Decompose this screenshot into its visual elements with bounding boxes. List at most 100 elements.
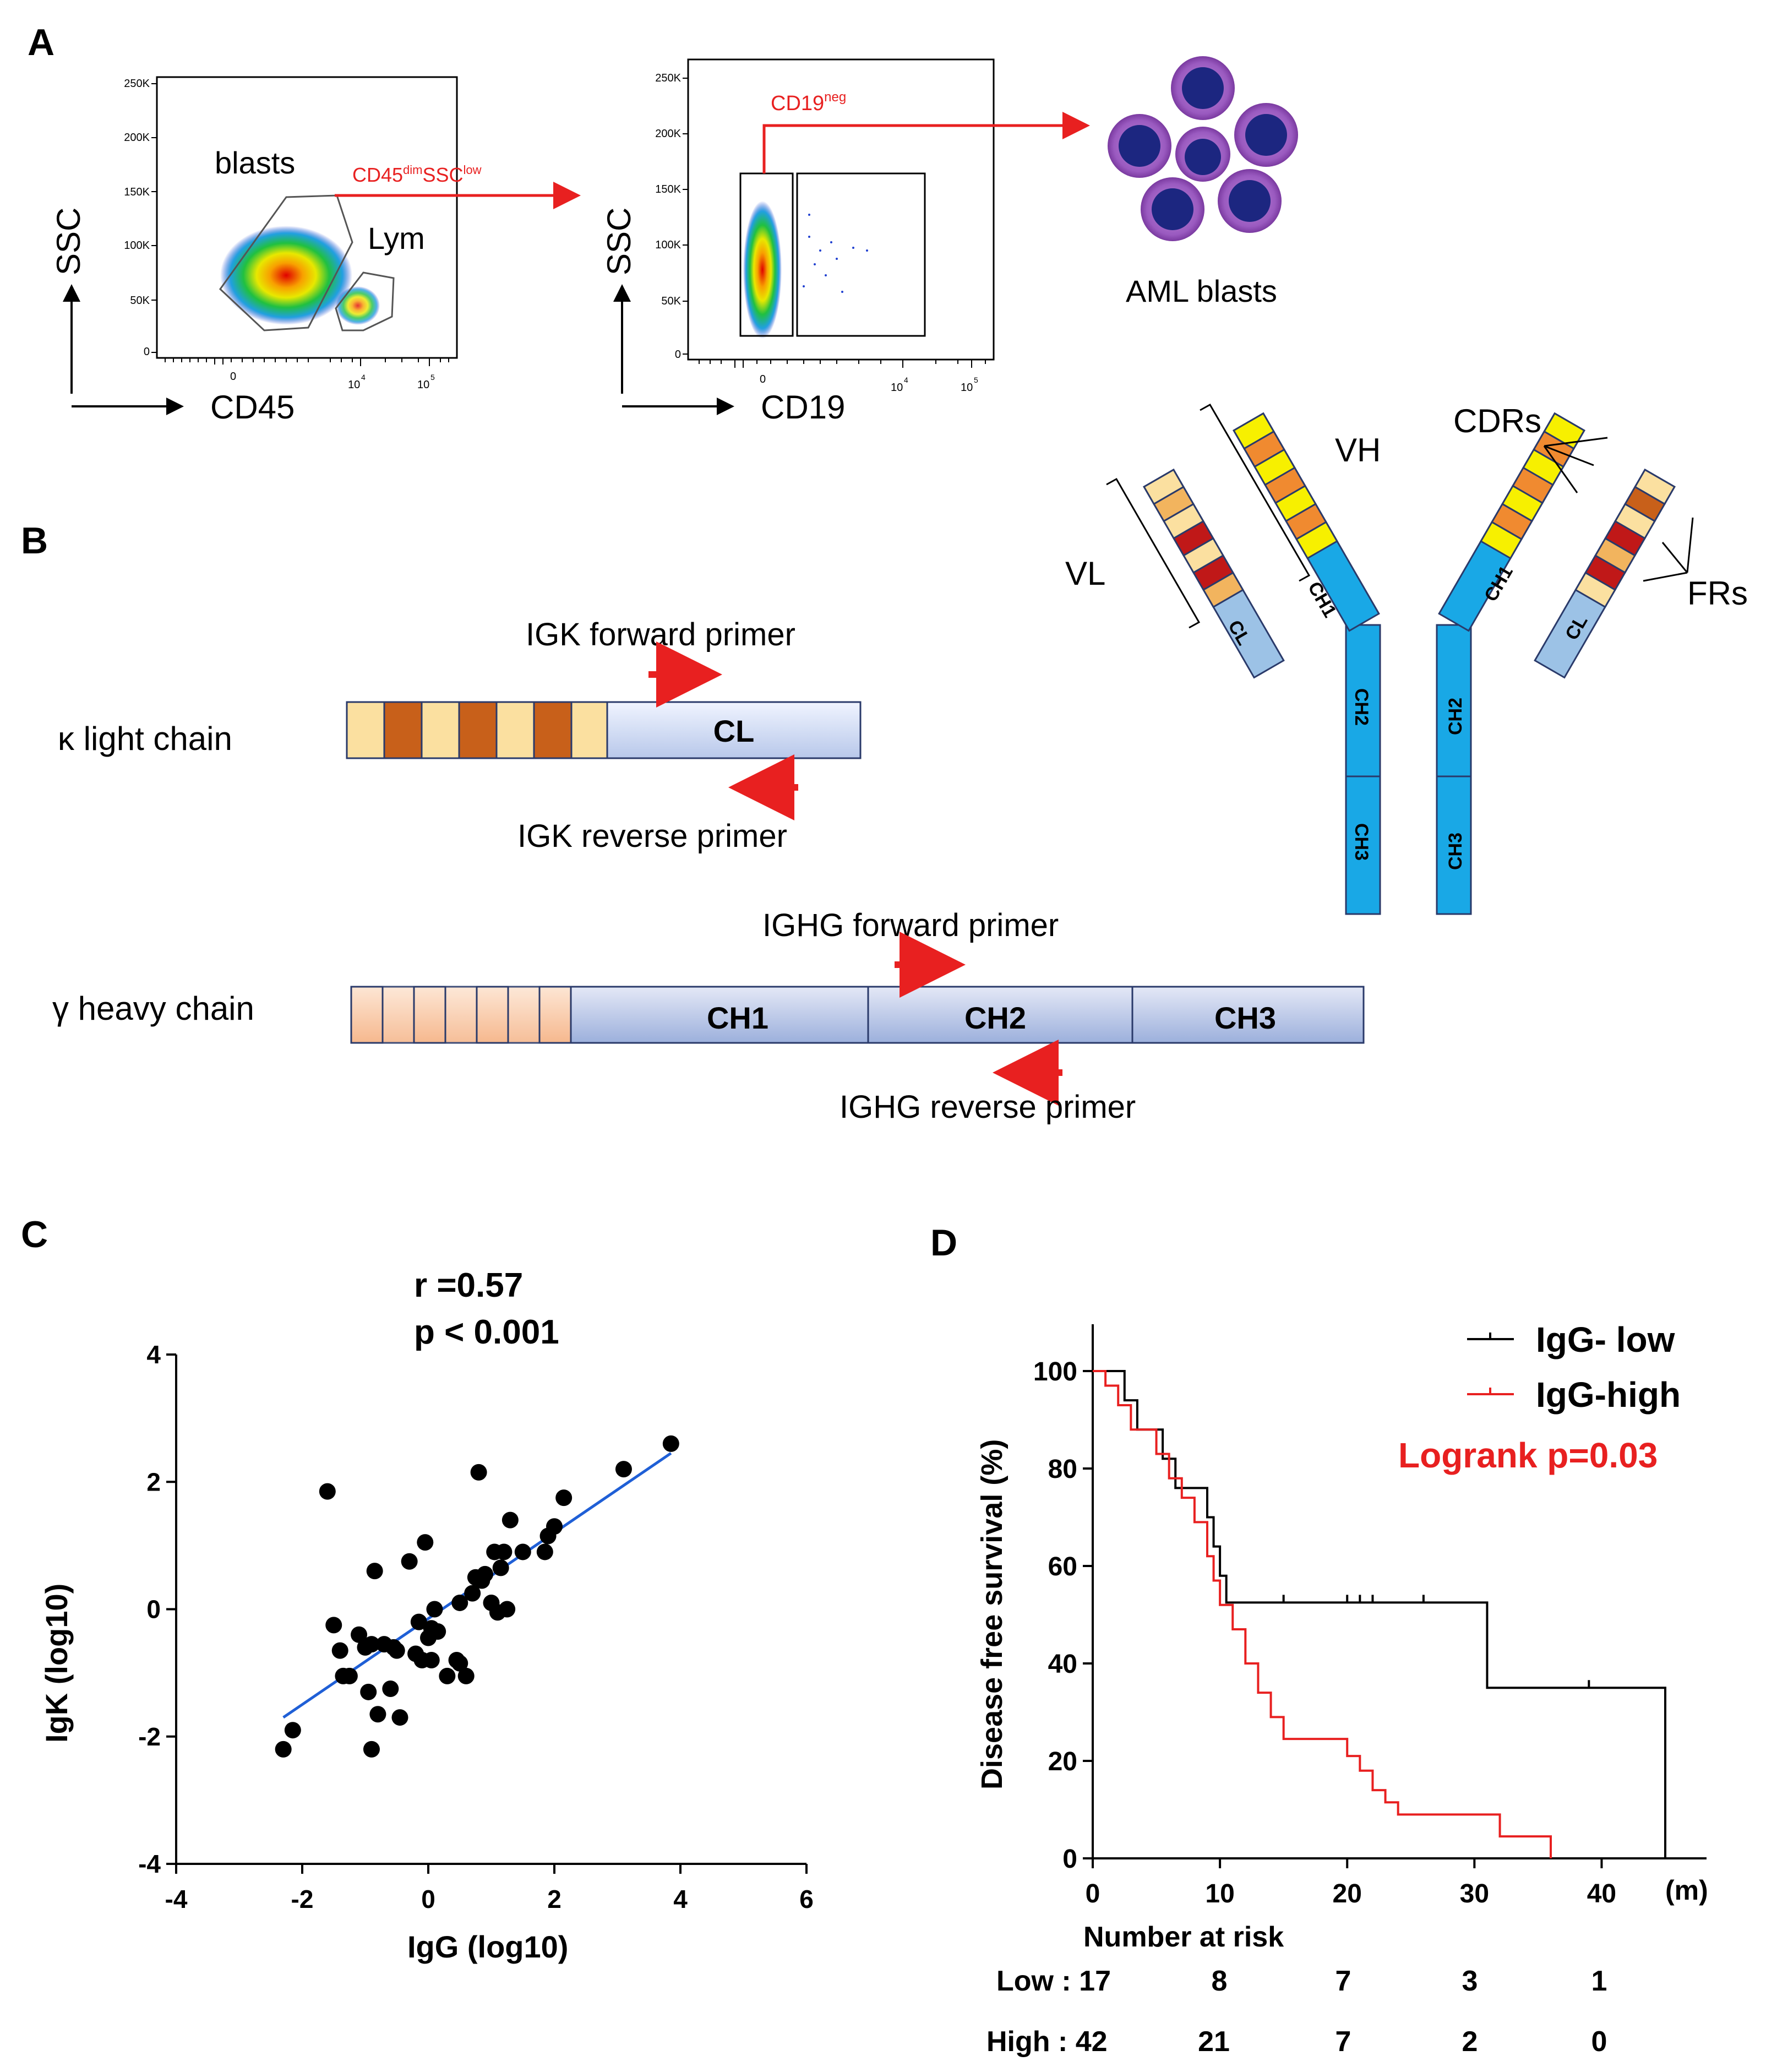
gate-label-lym: Lym (368, 221, 425, 255)
scatter-point (325, 1617, 342, 1634)
survival-curve-high (1093, 1370, 1552, 1858)
scatter-point (457, 1667, 475, 1684)
ighg-forward-primer-label: IGHG forward primer (762, 907, 1059, 943)
blasts-gate (219, 194, 353, 331)
scatter-point (499, 1601, 516, 1618)
ytick-label: 100K (655, 239, 681, 251)
risk-table-title: Number at risk (1083, 1921, 1284, 1953)
vh-bracket (1200, 403, 1311, 582)
xtick-label: 10 (348, 379, 360, 391)
gamma-ch1-label: CH1 (707, 1000, 768, 1035)
scatter-point (662, 1435, 679, 1452)
ytick-label: 50K (661, 295, 681, 307)
y-tick-label: -4 (138, 1850, 161, 1878)
scatter-point (546, 1518, 563, 1535)
x-tick-label: 0 (1086, 1879, 1100, 1908)
y-tick-label: -2 (138, 1722, 161, 1751)
scatter-point (615, 1461, 632, 1478)
label-frs: FRs (1687, 575, 1748, 612)
gate-label-blasts: blasts (215, 145, 295, 180)
panel-letter-a: A (28, 21, 54, 63)
x-minor-ticks (165, 358, 449, 366)
axis-label-ssc-2: SSC (601, 208, 637, 275)
scatter-point (366, 1563, 383, 1580)
xtick-label: 10 (961, 382, 973, 394)
xtick-exp: 4 (361, 373, 366, 382)
aml-blasts-label: AML blasts (1126, 274, 1277, 308)
y-tick-label: 80 (1048, 1455, 1077, 1484)
x-tick-label: 30 (1460, 1879, 1489, 1908)
cd19neg-population (743, 201, 782, 339)
aml-blasts-illustration (1108, 56, 1298, 241)
x-tick-label: 40 (1587, 1879, 1616, 1908)
risk-value: 1 (1591, 1965, 1607, 1997)
x-minor-ticks (699, 360, 986, 368)
lym-population (336, 286, 380, 325)
xtick-exp: 4 (904, 376, 908, 384)
kappa-cl-label: CL (713, 714, 755, 748)
panel-b: κ light chain CL IGK forward primer IGK … (52, 403, 1748, 1125)
legend-label-low: IgG- low (1536, 1320, 1675, 1359)
risk-value: 2 (1462, 2026, 1478, 2058)
x-tick-label: 6 (799, 1885, 814, 1913)
risk-value: 3 (1462, 1965, 1478, 1997)
gamma-chain-diagram (350, 986, 1365, 1044)
risk-value: 7 (1336, 2026, 1351, 2058)
xtick-label: 0 (760, 373, 766, 385)
logrank-label: Logrank p=0.03 (1398, 1435, 1658, 1475)
x-unit-label: (m) (1665, 1875, 1708, 1906)
risk-value: 0 (1591, 2026, 1607, 2058)
scatter-point (477, 1565, 494, 1582)
axis-label-cd45: CD45 (210, 389, 295, 426)
callout-lines (1543, 437, 1694, 582)
x-tick-label: 4 (673, 1885, 688, 1913)
label-vl: VL (1065, 555, 1105, 592)
risk-value: 8 (1212, 1965, 1228, 1997)
scatter-point (464, 1585, 481, 1602)
annotation-r: r =0.57 (414, 1266, 523, 1304)
scatter-point (319, 1483, 336, 1500)
ytick-label: 200K (124, 132, 150, 144)
scatter-point (451, 1594, 468, 1611)
kappa-chain-diagram (346, 701, 862, 759)
x-axis-label: IgG (log10) (407, 1929, 568, 1964)
risk-table: Number at risk Low : 17 High : 42 8 7 3 … (986, 1921, 1607, 2058)
survival-curve-low (1093, 1370, 1666, 1858)
gamma-ch2-label: CH2 (964, 1000, 1026, 1035)
xtick-label: 0 (230, 371, 236, 383)
y-tick-label: 40 (1048, 1650, 1077, 1679)
label-cdrs: CDRs (1453, 403, 1541, 439)
scatter-point (470, 1464, 487, 1481)
gate-arrow-label: CD45dimSSClow (352, 163, 482, 186)
antibody-domain-ch2-right: CH2 (1445, 698, 1466, 735)
legend-label-high: IgG-high (1536, 1375, 1681, 1415)
scatter-point (429, 1623, 446, 1640)
scatter-point (284, 1722, 301, 1739)
flow-plot-cd19: 250K 200K 150K 100K 50K 0 (601, 58, 995, 426)
x-tick-label: 10 (1205, 1879, 1234, 1908)
panel-letter-b: B (21, 520, 48, 562)
x-tick-label: -4 (165, 1885, 188, 1913)
y-tick-label: 4 (146, 1340, 161, 1369)
scatter-point (331, 1642, 348, 1659)
axis-label-ssc-1: SSC (50, 208, 87, 275)
scatter-dots (803, 214, 868, 293)
y-tick-label: 0 (146, 1595, 161, 1624)
scatter-point (391, 1709, 408, 1726)
y-tick-label: 0 (1062, 1845, 1077, 1874)
scatter-point (502, 1511, 519, 1529)
scatter-point (451, 1655, 468, 1672)
scatter-point (536, 1543, 553, 1560)
y-tick-label: 60 (1048, 1552, 1077, 1581)
scatter-point (514, 1543, 531, 1560)
antibody-diagram (1143, 412, 1676, 915)
scatter-point (495, 1543, 513, 1560)
scatter-point (492, 1559, 509, 1576)
antibody-domain-ch3-left: CH3 (1351, 823, 1372, 861)
gate-arrow-2 (762, 112, 1090, 173)
igk-forward-primer-label: IGK forward primer (526, 617, 795, 652)
panel-letter-d: D (930, 1222, 957, 1264)
scatter-point (363, 1741, 380, 1758)
